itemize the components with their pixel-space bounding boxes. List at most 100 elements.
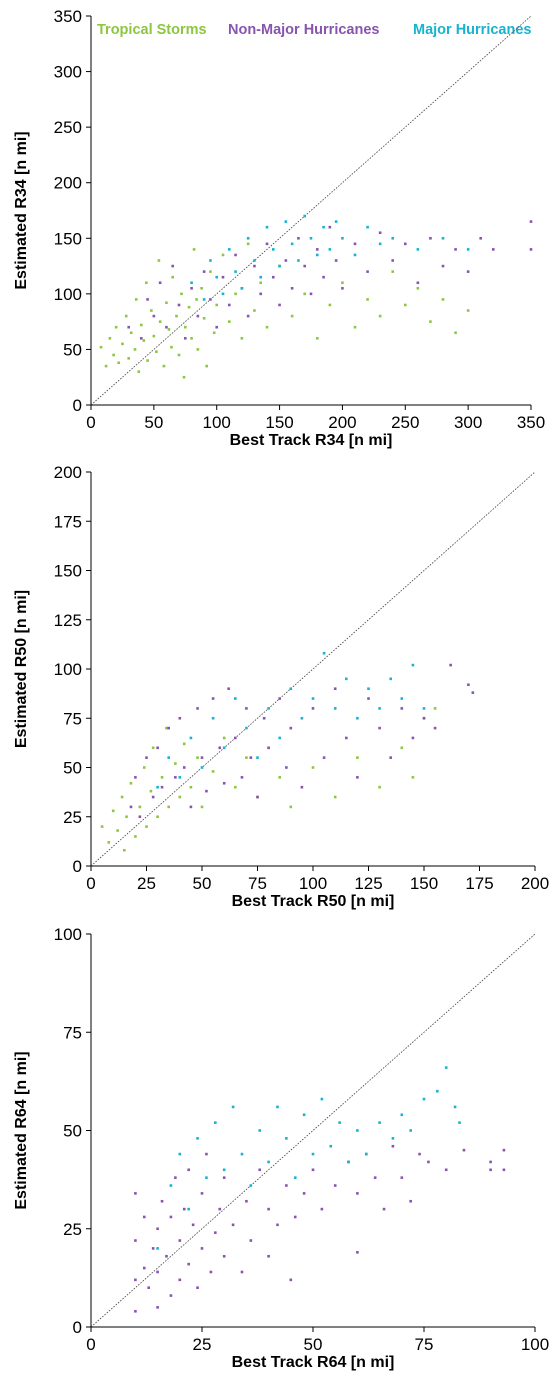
data-point [409, 1199, 412, 1203]
data-point [467, 683, 470, 687]
data-point [367, 697, 370, 700]
data-point [178, 1278, 182, 1282]
data-point [212, 331, 216, 335]
data-point [104, 364, 108, 368]
data-point [462, 1148, 466, 1152]
data-point [240, 337, 244, 340]
data-point [218, 1207, 222, 1211]
data-point [449, 663, 452, 667]
data-point [403, 242, 407, 246]
y-tick-label: 150 [54, 229, 82, 248]
data-point [134, 1239, 137, 1242]
data-point [234, 785, 237, 789]
data-point [293, 1176, 297, 1179]
data-point [158, 281, 162, 285]
x-tick-label: 150 [265, 413, 293, 432]
data-point [152, 334, 156, 338]
data-point [125, 815, 128, 819]
data-point [116, 829, 119, 832]
data-point [249, 1184, 253, 1187]
data-point [466, 248, 470, 251]
data-point [278, 303, 281, 307]
data-point [227, 248, 231, 251]
data-point [278, 264, 281, 268]
data-point [347, 1160, 350, 1164]
data-point [341, 281, 344, 285]
data-point [366, 298, 369, 301]
y-tick-label: 75 [63, 709, 82, 728]
y-tick-label: 50 [63, 1122, 82, 1141]
data-point [315, 337, 319, 340]
data-point [444, 1168, 448, 1172]
data-point [454, 331, 457, 335]
data-point [400, 707, 404, 710]
y-tick-label: 175 [54, 512, 82, 531]
x-tick-label: 50 [144, 413, 163, 432]
panel-r50: 0 25 50 75 100 125 150 175 200 0 25 50 75 100 125 150 17… [13, 463, 549, 910]
data-point [133, 348, 137, 351]
data-point [311, 697, 315, 700]
data-point [147, 1286, 151, 1289]
data-point [215, 325, 219, 329]
data-point [145, 281, 148, 285]
data-point [422, 1097, 426, 1101]
data-point [196, 756, 199, 759]
data-point [221, 275, 225, 279]
data-point [400, 746, 404, 750]
x-tick-label: 250 [391, 413, 419, 432]
data-point [253, 309, 256, 312]
data-point [129, 781, 133, 785]
data-point [214, 1231, 217, 1234]
data-point [489, 1160, 492, 1164]
y-tick-label: 150 [54, 562, 82, 581]
data-point [341, 236, 344, 240]
data-point [175, 314, 178, 318]
data-point [177, 353, 181, 357]
data-point [315, 253, 319, 257]
data-point [320, 1097, 324, 1101]
data-point [300, 785, 304, 789]
data-point [258, 1129, 262, 1132]
data-point [345, 736, 348, 740]
data-point [267, 707, 270, 710]
x-tick-label: 0 [86, 1335, 95, 1354]
data-point [245, 756, 248, 759]
data-point [215, 303, 219, 307]
data-point [99, 345, 103, 349]
y-axis-label: Estimated R64 [n mi] [13, 1051, 30, 1209]
data-point [429, 236, 432, 240]
data-point [156, 1227, 159, 1231]
data-point [259, 275, 263, 279]
data-point [156, 1247, 159, 1250]
data-point [256, 756, 259, 759]
data-point [142, 766, 146, 769]
data-point [178, 795, 182, 799]
data-point [303, 264, 307, 268]
data-point [334, 259, 338, 262]
data-point [302, 1192, 306, 1195]
data-point [134, 1309, 137, 1313]
data-point [427, 1160, 430, 1164]
data-point [418, 1152, 421, 1156]
data-point [169, 1294, 173, 1297]
data-point [182, 1207, 186, 1211]
data-point [134, 1278, 137, 1282]
data-point [293, 1215, 297, 1219]
data-point [529, 220, 533, 223]
data-point [400, 1113, 404, 1117]
data-point [278, 697, 281, 700]
data-point [139, 337, 143, 340]
data-point [196, 348, 200, 351]
y-axis-label: Estimated R50 [n mi] [13, 590, 30, 748]
y-tick-label: 350 [54, 7, 82, 26]
x-axis-label: Best Track R34 [n mi] [230, 432, 393, 449]
data-point [400, 1176, 404, 1179]
data-point [167, 756, 170, 759]
data-point [231, 1105, 235, 1109]
y-tick-label: 25 [63, 808, 82, 827]
data-point [311, 707, 315, 710]
data-point [265, 242, 269, 246]
x-axis-label: Best Track R50 [n mi] [232, 893, 395, 910]
data-point [222, 781, 226, 785]
